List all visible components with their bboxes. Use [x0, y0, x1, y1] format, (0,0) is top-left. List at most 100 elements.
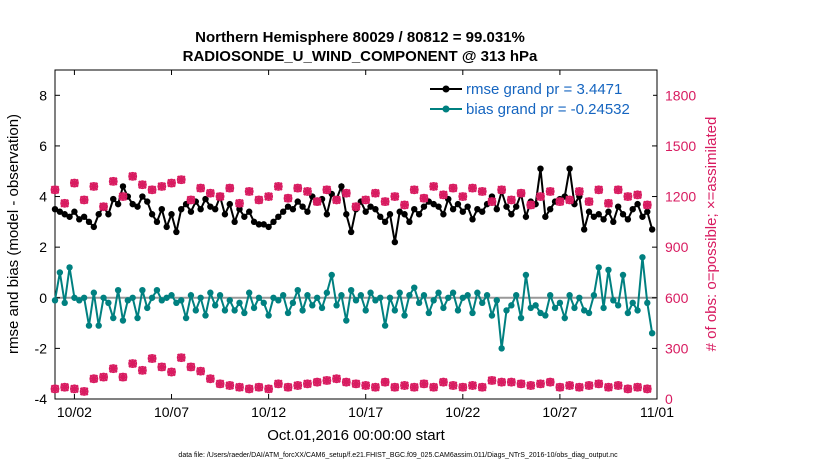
- y2-tick-label: 1800: [665, 87, 696, 103]
- series-point: [95, 322, 102, 329]
- obs-possible-marker: [332, 374, 342, 384]
- obs-possible-marker: [429, 181, 439, 191]
- series-point: [464, 292, 471, 299]
- obs-possible-marker: [370, 188, 380, 198]
- obs-assimilated-marker: [312, 377, 322, 387]
- obs-assimilated-marker: [89, 374, 99, 384]
- series-point: [381, 218, 389, 226]
- obs-assimilated-marker: [371, 188, 380, 198]
- y2-tick-label: 300: [665, 340, 689, 356]
- obs-possible-marker: [118, 192, 128, 201]
- series-point: [197, 294, 204, 301]
- obs-assimilated-marker: [390, 192, 400, 201]
- obs-assimilated-marker: [176, 353, 186, 362]
- obs-possible-marker: [147, 354, 157, 363]
- series-point: [61, 211, 68, 218]
- obs-possible-marker: [235, 198, 244, 208]
- obs-possible-marker: [506, 195, 516, 205]
- obs-possible-marker: [380, 197, 390, 207]
- obs-possible-marker: [555, 382, 565, 392]
- series-point: [513, 292, 520, 299]
- obs-possible-marker: [205, 188, 215, 198]
- series-point: [221, 307, 229, 314]
- y2-tick-label: 0: [665, 391, 673, 407]
- series-point: [411, 205, 418, 213]
- obs-assimilated-marker: [555, 382, 565, 392]
- series-point: [454, 307, 462, 314]
- obs-assimilated-marker: [584, 197, 594, 206]
- obs-possible-marker: [341, 188, 351, 198]
- series-point: [449, 289, 457, 296]
- obs-assimilated-marker: [526, 381, 536, 390]
- series-point: [226, 297, 233, 304]
- obs-assimilated-marker: [283, 193, 293, 203]
- series-point: [226, 200, 233, 208]
- series-point: [401, 211, 408, 218]
- obs-possible-marker: [283, 193, 293, 203]
- obs-possible-marker: [536, 192, 545, 201]
- series-point: [105, 299, 112, 307]
- series-point: [571, 304, 578, 312]
- obs-assimilated-marker: [487, 376, 497, 385]
- obs-assimilated-marker: [458, 382, 468, 392]
- series-point: [386, 211, 394, 218]
- series-point: [648, 226, 656, 233]
- obs-assimilated-marker: [225, 183, 235, 193]
- obs-possible-marker: [400, 381, 409, 390]
- series-point: [347, 228, 355, 236]
- y2-axis-label: # of obs: o=possible; ×=assimilated: [703, 117, 720, 352]
- obs-possible-marker: [254, 195, 264, 205]
- right-axis: 0 300 600 900 1200 1500 1800: [652, 87, 696, 407]
- series-point: [231, 218, 238, 226]
- series-point: [90, 289, 98, 296]
- series-point: [542, 213, 549, 220]
- x-axis-label: Oct.01,2016 00:00:00 start: [267, 427, 445, 444]
- series-point: [85, 322, 93, 329]
- obs-possible-marker: [60, 382, 70, 392]
- obs-possible-marker: [448, 381, 458, 390]
- y-tick-label: -2: [35, 340, 48, 356]
- obs-assimilated-marker: [604, 382, 613, 392]
- obs-possible-marker: [157, 362, 167, 372]
- series-point: [474, 205, 481, 213]
- legend-box: [425, 76, 653, 122]
- obs-assimilated-marker: [555, 197, 565, 206]
- obs-possible-marker: [545, 377, 555, 387]
- obs-assimilated-marker: [380, 197, 390, 206]
- obs-assimilated-marker: [458, 192, 468, 201]
- series-point: [595, 264, 602, 271]
- series-point: [289, 299, 297, 307]
- obs-possible-marker: [244, 384, 254, 394]
- obs-possible-marker: [225, 381, 235, 390]
- series-point: [503, 307, 510, 314]
- series-point: [245, 208, 253, 215]
- obs-possible-marker: [273, 181, 283, 191]
- obs-possible-marker: [487, 375, 497, 385]
- y2-tick-label: 600: [665, 290, 689, 306]
- series-point: [260, 299, 267, 307]
- series-point: [430, 200, 437, 208]
- series-point: [85, 218, 93, 226]
- obs-assimilated-marker: [409, 185, 419, 195]
- obs-assimilated-marker: [371, 382, 380, 392]
- obs-possible-marker: [438, 190, 448, 200]
- obs-assimilated-marker: [235, 198, 244, 208]
- obs-assimilated-marker: [545, 187, 555, 196]
- series-point: [391, 238, 399, 246]
- legend-rmse-marker: [442, 85, 450, 93]
- obs-possible-marker: [225, 183, 235, 193]
- series-point: [212, 302, 219, 309]
- series-point: [207, 203, 214, 210]
- obs-assimilated-marker: [487, 197, 497, 206]
- series-point: [66, 264, 73, 271]
- obs-possible-marker: [176, 353, 186, 363]
- legend-bias-marker: [442, 105, 450, 113]
- series-point: [275, 297, 282, 304]
- obs-assimilated-marker: [118, 192, 128, 201]
- obs-possible-marker: [128, 171, 138, 181]
- obs-possible-marker: [69, 384, 79, 394]
- series-4: [50, 353, 652, 396]
- obs-possible-marker: [584, 381, 594, 390]
- series-point: [76, 297, 83, 304]
- series-point: [197, 205, 204, 213]
